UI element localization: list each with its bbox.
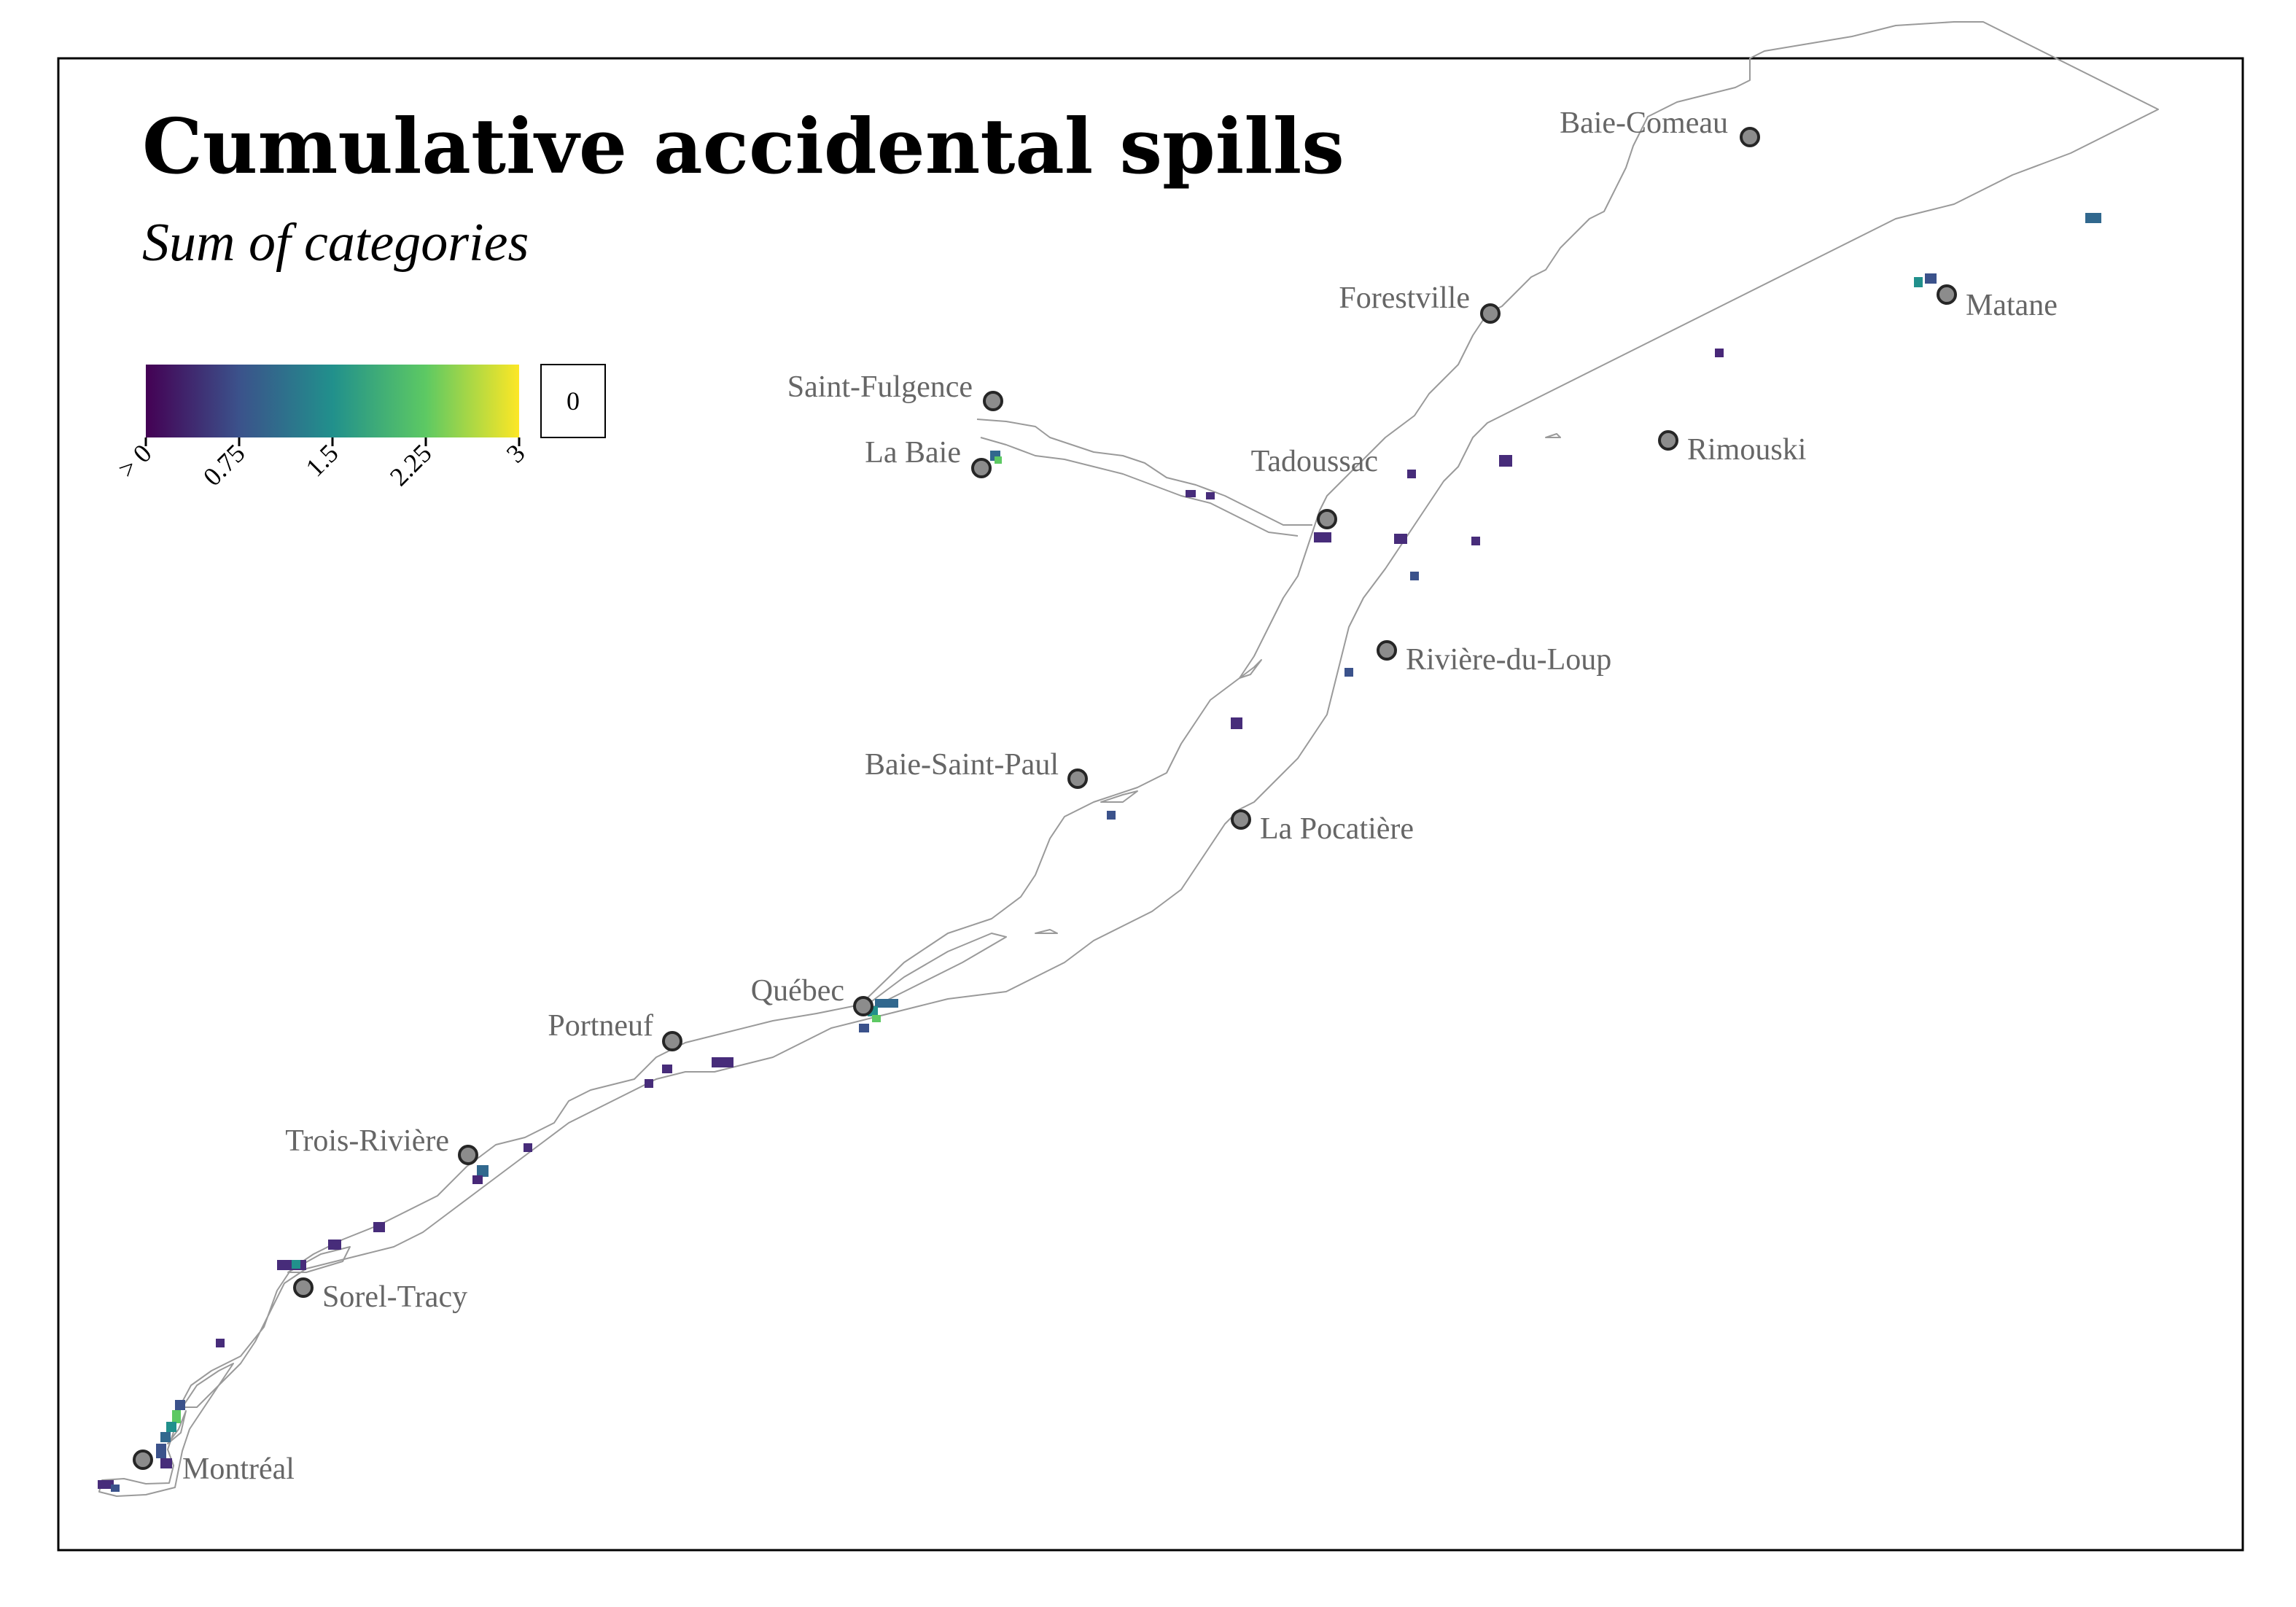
city-label-quebec: Québec	[751, 974, 844, 1008]
city-marker-baie-saint-paul	[1067, 769, 1088, 789]
legend-zero-box	[540, 364, 606, 438]
city-marker-baie-comeau	[1740, 127, 1760, 147]
spill-cell	[175, 1400, 185, 1410]
city-marker-portneuf	[662, 1031, 682, 1051]
spill-cell	[1499, 455, 1512, 467]
spill-cell	[156, 1444, 166, 1458]
map-title: Cumulative accidental spills	[142, 101, 1344, 191]
spill-cell	[662, 1065, 672, 1073]
city-marker-saint-fulgence	[983, 391, 1003, 411]
spill-cell	[524, 1143, 532, 1152]
lac-saint-pierre-islands	[167, 1246, 351, 1444]
spill-cell	[477, 1165, 489, 1177]
city-marker-tadoussac	[1317, 509, 1337, 529]
spill-cell	[1394, 534, 1407, 544]
spill-cell	[712, 1057, 733, 1067]
city-marker-matane	[1937, 284, 1957, 305]
spill-cell	[111, 1485, 120, 1492]
spill-cell	[1471, 537, 1480, 545]
city-label-forestville: Forestville	[1339, 281, 1470, 315]
spill-cell	[1314, 532, 1331, 542]
city-marker-quebec	[853, 996, 873, 1016]
spill-cell	[160, 1458, 172, 1468]
spill-cell	[1206, 492, 1215, 499]
saguenay-fjord	[976, 419, 1312, 537]
spill-cell	[166, 1422, 176, 1432]
city-label-tadoussac: Tadoussac	[1251, 445, 1378, 478]
spill-cell	[872, 1015, 881, 1022]
spill-cell	[172, 1410, 181, 1423]
spill-cell	[1914, 277, 1923, 287]
spill-cells	[98, 213, 2101, 1492]
spill-cell	[995, 456, 1002, 464]
city-label-la-baie: La Baie	[865, 436, 961, 470]
city-marker-la-pocatiere	[1231, 809, 1251, 830]
spill-cell	[160, 1432, 171, 1442]
city-label-sorel-tracy: Sorel-Tracy	[322, 1280, 467, 1314]
spill-cell	[875, 999, 890, 1008]
spill-cell	[1344, 668, 1353, 677]
spill-cell	[1925, 273, 1937, 284]
river-outline	[98, 21, 2159, 1497]
color-legend: > 0 0.75 1.5 2.25 3 0	[112, 364, 606, 491]
north-shore	[98, 21, 2159, 1497]
spill-cell	[472, 1175, 483, 1184]
spill-cell	[98, 1480, 114, 1489]
spill-cell	[216, 1339, 225, 1347]
spill-cell	[1186, 490, 1196, 497]
city-label-montreal: Montréal	[182, 1452, 295, 1486]
city-marker-sorel-tracy	[293, 1277, 314, 1298]
city-label-baie-comeau: Baie-Comeau	[1560, 106, 1728, 140]
city-marker-la-baie	[971, 458, 992, 478]
city-label-rimouski: Rimouski	[1687, 433, 1806, 467]
spill-cell	[645, 1079, 653, 1088]
city-label-portneuf: Portneuf	[548, 1009, 653, 1043]
city-layer: Baie-Comeau Forestville Matane Saint-Fulgen…	[133, 106, 2058, 1486]
city-label-matane: Matane	[1966, 289, 2058, 322]
city-label-la-pocatiere: La Pocatière	[1260, 812, 1414, 846]
city-marker-forestville	[1480, 303, 1501, 324]
legend-colorbar	[146, 365, 519, 437]
city-label-baie-saint-paul: Baie-Saint-Paul	[865, 748, 1059, 782]
estuary-islands	[1035, 433, 1561, 934]
spill-cell	[887, 999, 898, 1008]
spill-cell	[1410, 572, 1419, 580]
legend-zero-label: 0	[567, 386, 580, 416]
city-label-riviere-du-loup: Rivière-du-Loup	[1406, 643, 1611, 677]
spill-cell	[2085, 213, 2101, 223]
city-marker-trois-riviere	[458, 1145, 478, 1165]
spill-cell	[328, 1240, 341, 1250]
city-marker-montreal	[133, 1450, 153, 1470]
spill-cell	[1107, 811, 1116, 820]
spill-cell	[859, 1024, 869, 1032]
map-subtitle: Sum of categories	[142, 213, 529, 273]
spill-cell	[1715, 349, 1724, 357]
city-marker-rimouski	[1658, 430, 1678, 451]
spill-cell	[373, 1222, 385, 1232]
map-frame	[57, 57, 2244, 1552]
city-label-trois-riviere: Trois-Rivière	[285, 1124, 449, 1158]
city-marker-riviere-du-loup	[1377, 640, 1397, 661]
city-label-saint-fulgence: Saint-Fulgence	[787, 370, 973, 404]
spill-cell	[1407, 470, 1416, 478]
spill-cell	[1231, 717, 1242, 729]
spill-cell	[292, 1260, 300, 1269]
